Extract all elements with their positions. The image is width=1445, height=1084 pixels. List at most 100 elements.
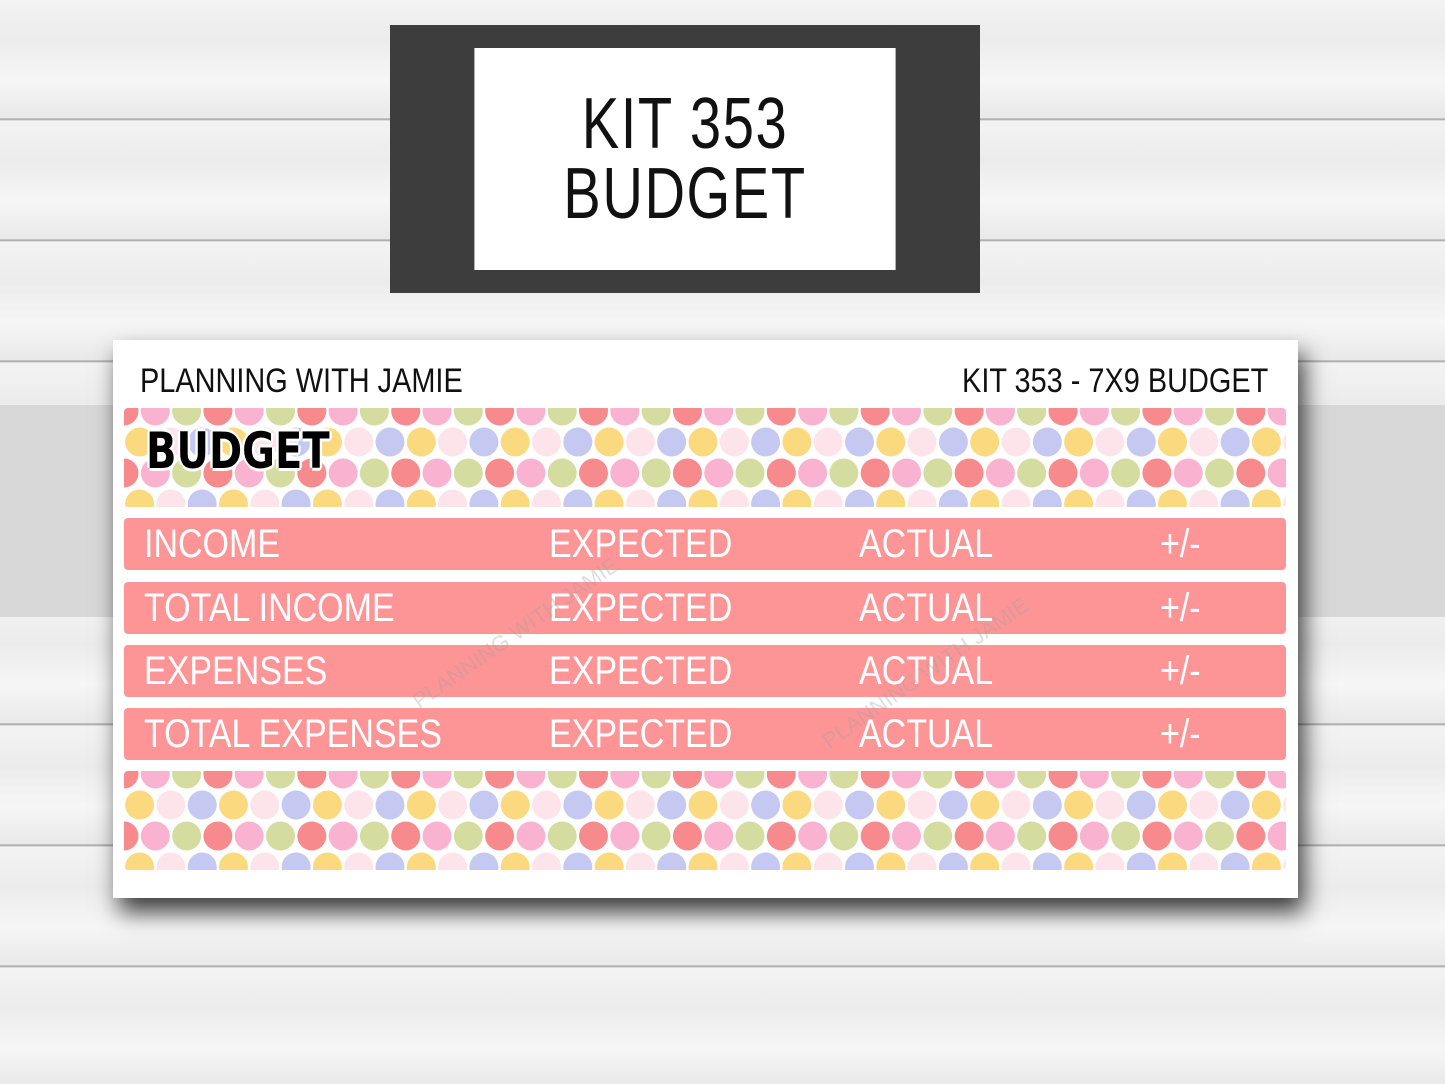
polka-dot bbox=[328, 408, 358, 426]
polka-dot bbox=[312, 489, 342, 507]
polka-dot bbox=[735, 408, 765, 426]
polka-dot bbox=[500, 427, 530, 457]
polka-dot bbox=[735, 458, 765, 488]
polka-dot bbox=[1283, 433, 1286, 451]
polka-dot bbox=[1173, 821, 1203, 851]
polka-dot bbox=[798, 408, 828, 426]
budget-row-income: INCOME EXPECTED ACTUAL +/- bbox=[124, 518, 1286, 570]
polka-dot bbox=[124, 771, 139, 789]
polka-dot bbox=[1017, 458, 1047, 488]
polka-dot bbox=[1032, 790, 1062, 820]
polka-dot bbox=[970, 852, 1000, 870]
polka-dot bbox=[359, 458, 389, 488]
polka-dot bbox=[1173, 458, 1203, 488]
sticker-sheet: PLANNING WITH JAMIE KIT 353 - 7X9 BUDGET… bbox=[113, 340, 1298, 898]
row-label: EXPENSES bbox=[144, 649, 328, 693]
polka-dot bbox=[751, 427, 781, 457]
polka-dot bbox=[422, 821, 452, 851]
polka-dot bbox=[281, 489, 311, 507]
polka-dot bbox=[985, 771, 1015, 789]
polka-dot bbox=[876, 489, 906, 507]
polka-dot bbox=[547, 458, 577, 488]
polka-dot bbox=[970, 790, 1000, 820]
polka-dot bbox=[907, 489, 937, 507]
polka-dot bbox=[641, 821, 671, 851]
polka-dot bbox=[938, 489, 968, 507]
polka-dot bbox=[375, 489, 405, 507]
polka-dot bbox=[1236, 408, 1266, 426]
polka-dot bbox=[266, 458, 295, 488]
polka-dot bbox=[829, 821, 859, 851]
polka-dot bbox=[422, 408, 452, 426]
polka-dot bbox=[1205, 771, 1234, 789]
polka-dot bbox=[829, 408, 859, 426]
polka-dot bbox=[156, 489, 186, 507]
polka-dot bbox=[532, 852, 561, 870]
polka-dot bbox=[1205, 821, 1234, 851]
polka-dot bbox=[266, 771, 295, 789]
polka-dot bbox=[281, 852, 311, 870]
polka-dot bbox=[500, 489, 530, 507]
polka-dot bbox=[657, 489, 687, 507]
polka-dot bbox=[782, 790, 812, 820]
polka-dot bbox=[845, 852, 874, 870]
polka-dot bbox=[641, 771, 671, 789]
polka-dot bbox=[657, 790, 687, 820]
polka-dot bbox=[187, 790, 217, 820]
polka-dot bbox=[1079, 771, 1109, 789]
polka-dot bbox=[1079, 408, 1109, 426]
polka-dot bbox=[359, 408, 389, 426]
polka-dot bbox=[281, 427, 311, 457]
polka-dot bbox=[125, 790, 155, 820]
title-card-inner: KIT 353 BUDGET bbox=[474, 48, 896, 270]
polka-dot bbox=[422, 458, 452, 488]
polka-dot bbox=[1111, 771, 1141, 789]
polka-dot bbox=[1251, 427, 1281, 457]
polka-dot bbox=[124, 821, 139, 851]
polka-dot bbox=[1001, 489, 1031, 507]
row-expected: EXPECTED bbox=[549, 649, 733, 693]
polka-dot bbox=[1048, 821, 1078, 851]
polka-dot bbox=[453, 821, 483, 851]
polka-dot bbox=[266, 408, 295, 426]
polka-dot bbox=[438, 489, 468, 507]
polka-dot bbox=[532, 489, 561, 507]
polka-dot bbox=[688, 852, 718, 870]
polka-dot bbox=[1220, 790, 1250, 820]
polka-dot bbox=[1189, 489, 1219, 507]
polka-dot bbox=[766, 771, 796, 789]
polka-dot bbox=[125, 852, 155, 870]
polka-dot bbox=[938, 790, 968, 820]
polka-dot bbox=[704, 408, 734, 426]
polka-dot bbox=[203, 771, 233, 789]
polka-dot bbox=[813, 427, 843, 457]
polka-dot bbox=[704, 458, 734, 488]
polka-dot bbox=[954, 771, 984, 789]
polka-dot bbox=[907, 790, 937, 820]
polka-dot bbox=[907, 852, 937, 870]
polka-dot bbox=[328, 458, 358, 488]
polka-dot bbox=[1142, 408, 1172, 426]
polka-dot bbox=[610, 771, 640, 789]
title-line-2: BUDGET bbox=[563, 154, 807, 234]
polka-dot bbox=[985, 821, 1015, 851]
polka-dot bbox=[234, 771, 264, 789]
polka-dot bbox=[203, 821, 233, 851]
polka-dot bbox=[1220, 427, 1250, 457]
polka-dot bbox=[485, 821, 515, 851]
polka-dot bbox=[1001, 427, 1031, 457]
polka-dot bbox=[391, 771, 421, 789]
polka-dot bbox=[328, 821, 358, 851]
polka-dot bbox=[375, 852, 405, 870]
polka-dot bbox=[1142, 771, 1172, 789]
polka-dot bbox=[297, 408, 327, 426]
polka-dot bbox=[391, 458, 421, 488]
polka-dot bbox=[845, 489, 874, 507]
polka-dot bbox=[219, 852, 248, 870]
polka-dot bbox=[860, 771, 890, 789]
polka-dot bbox=[1205, 458, 1234, 488]
polka-dot bbox=[954, 458, 984, 488]
polka-dot bbox=[876, 790, 906, 820]
polka-dot bbox=[125, 489, 155, 507]
polka-dot bbox=[172, 458, 202, 488]
